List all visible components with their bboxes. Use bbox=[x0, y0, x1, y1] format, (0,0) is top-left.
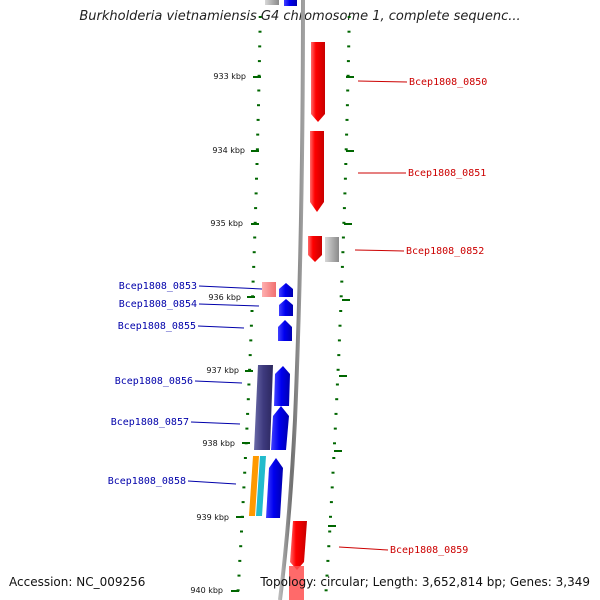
gene-bcep1808-0856[interactable] bbox=[274, 366, 290, 406]
feature-pink-0853 bbox=[262, 282, 276, 297]
chromosome-backbone bbox=[278, 0, 305, 600]
label-bcep1808-0854[interactable]: Bcep1808_0854 bbox=[119, 299, 260, 310]
outer-tick-ring bbox=[324, 16, 351, 592]
scale-tick-934: 934 kbp bbox=[212, 146, 259, 155]
gene-label: Bcep1808_0859 bbox=[390, 545, 468, 556]
label-bcep1808-0855[interactable]: Bcep1808_0855 bbox=[118, 321, 245, 332]
gene-label: Bcep1808_0851 bbox=[408, 168, 486, 179]
label-bcep1808-0856[interactable]: Bcep1808_0856 bbox=[115, 376, 243, 387]
scale-label: 933 kbp bbox=[213, 72, 246, 81]
scale-label: 940 kbp bbox=[190, 586, 223, 595]
scale-label: 935 kbp bbox=[210, 219, 243, 228]
label-bcep1808-0852[interactable]: Bcep1808_0852 bbox=[354, 246, 484, 257]
gene-label: Bcep1808_0857 bbox=[111, 417, 189, 428]
scale-tick-936: 936 kbp bbox=[208, 293, 255, 302]
scale-tick-940: 940 kbp bbox=[190, 586, 239, 595]
scale-tick-933: 933 kbp bbox=[213, 72, 261, 81]
label-bcep1808-0858[interactable]: Bcep1808_0858 bbox=[108, 476, 237, 487]
gene-label: Bcep1808_0854 bbox=[119, 299, 197, 310]
gene-bcep1808-0850[interactable] bbox=[311, 42, 325, 122]
scale-label: 938 kbp bbox=[202, 439, 235, 448]
label-bcep1808-0850[interactable]: Bcep1808_0850 bbox=[357, 77, 487, 88]
gene-label: Bcep1808_0855 bbox=[118, 321, 196, 332]
scale-tick-939: 939 kbp bbox=[196, 513, 244, 522]
gene-bcep1808-0851[interactable] bbox=[310, 131, 324, 212]
map-title: Burkholderia vietnamiensis G4 chromosome… bbox=[79, 9, 521, 24]
scale-tick-938: 938 kbp bbox=[202, 439, 250, 448]
gene-bcep1808-0853[interactable] bbox=[279, 283, 293, 297]
feature-purple-0856 bbox=[254, 365, 273, 450]
label-bcep1808-0859[interactable]: Bcep1808_0859 bbox=[338, 545, 468, 556]
scale-label: 937 kbp bbox=[206, 366, 239, 375]
gene-label: Bcep1808_0850 bbox=[409, 77, 487, 88]
gene-bcep1808-0855[interactable] bbox=[278, 320, 292, 341]
gene-bcep1808-0854[interactable] bbox=[279, 299, 293, 316]
gene-label: Bcep1808_0858 bbox=[108, 476, 186, 487]
scale-tick-937: 937 kbp bbox=[206, 366, 253, 375]
gene-bcep1808-0859[interactable] bbox=[290, 521, 307, 570]
gene-label: Bcep1808_0856 bbox=[115, 376, 193, 387]
accession-label: Accession: NC_009256 bbox=[9, 575, 146, 589]
outer-major-ticks bbox=[328, 76, 354, 527]
label-bcep1808-0857[interactable]: Bcep1808_0857 bbox=[111, 417, 241, 428]
label-bcep1808-0851[interactable]: Bcep1808_0851 bbox=[358, 168, 486, 179]
feature-cyan-0858 bbox=[256, 456, 266, 516]
gene-bcep1808-0857[interactable] bbox=[271, 406, 289, 450]
inner-tick-ring bbox=[236, 16, 262, 592]
feature-orange-0858 bbox=[249, 456, 259, 516]
scale-label: 939 kbp bbox=[196, 513, 229, 522]
genome-stats-label: Topology: circular; Length: 3,652,814 bp… bbox=[260, 575, 590, 589]
partial-feature-blue bbox=[284, 0, 297, 6]
partial-feature-grey bbox=[265, 0, 279, 5]
label-bcep1808-0853[interactable]: Bcep1808_0853 bbox=[119, 281, 263, 292]
scale-label: 934 kbp bbox=[212, 146, 245, 155]
partial-feature-red-bottom bbox=[289, 566, 304, 600]
gene-bcep1808-0852[interactable] bbox=[308, 236, 322, 262]
feature-grey-0852 bbox=[325, 237, 339, 262]
gene-label: Bcep1808_0853 bbox=[119, 281, 197, 292]
scale-label: 936 kbp bbox=[208, 293, 241, 302]
gene-bcep1808-0858[interactable] bbox=[266, 458, 283, 518]
gene-label: Bcep1808_0852 bbox=[406, 246, 484, 257]
scale-tick-935: 935 kbp bbox=[210, 219, 259, 228]
